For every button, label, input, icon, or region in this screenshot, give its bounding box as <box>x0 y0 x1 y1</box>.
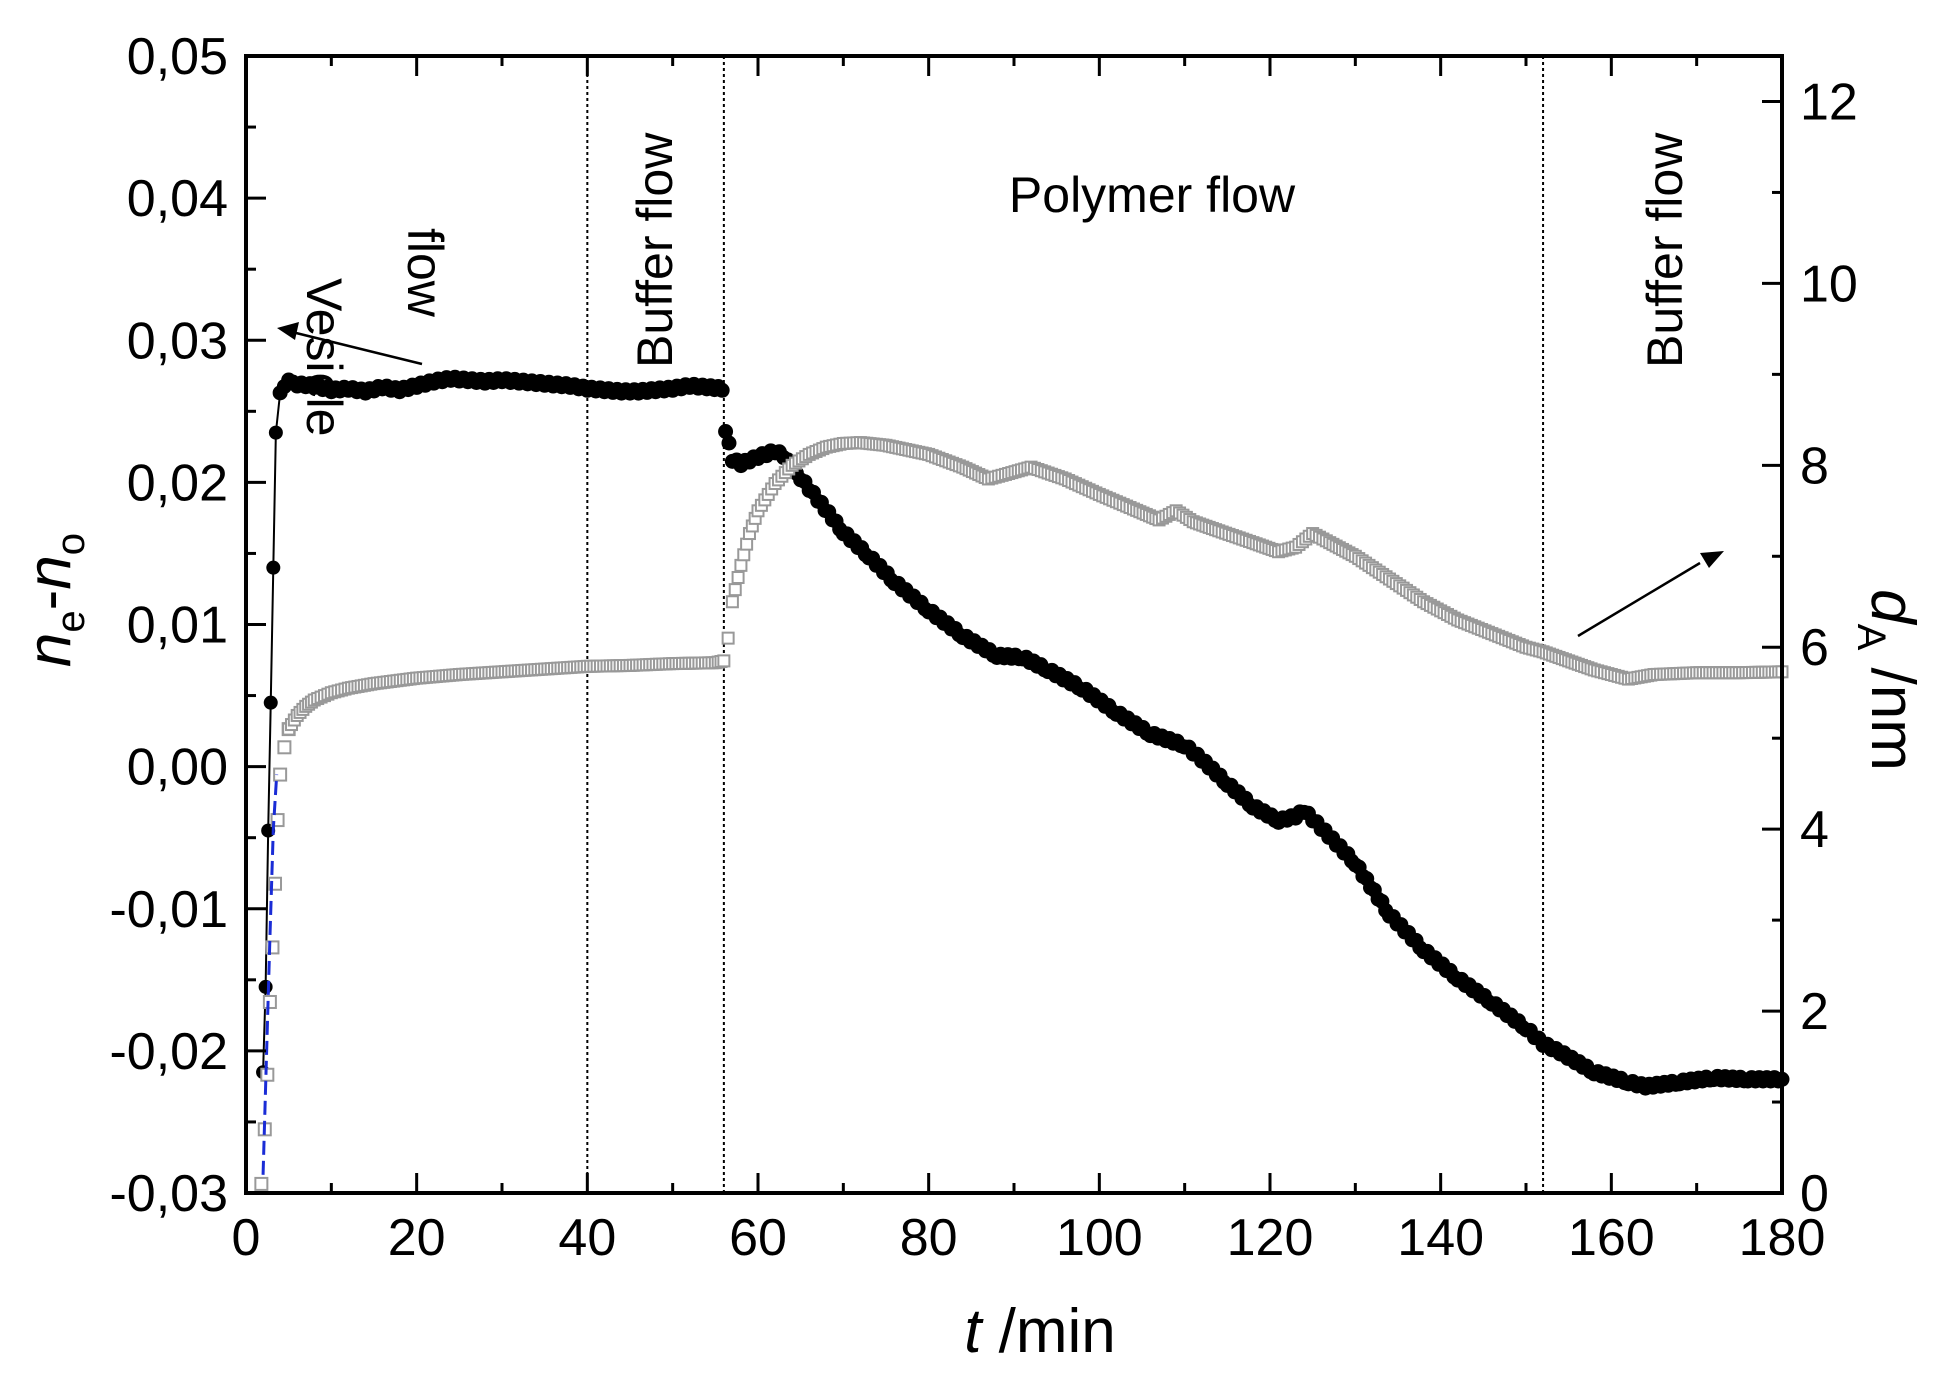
x-tick-label: 20 <box>388 1209 446 1267</box>
data-point <box>740 537 754 551</box>
series-dA <box>254 436 1789 1191</box>
data-point <box>725 595 739 609</box>
y-left-tick-label: 0,00 <box>127 739 228 797</box>
annotations: Vesicle flow Buffer flow Polymer flow Bu… <box>277 132 1724 638</box>
data-point <box>273 767 288 782</box>
x-tick-label: 100 <box>1056 1209 1143 1267</box>
right-axis-title-sub-a: A <box>1849 624 1893 651</box>
x-tick-label: 80 <box>900 1209 958 1267</box>
y-right-tick-label: 4 <box>1800 801 1829 859</box>
data-point <box>721 435 737 451</box>
data-point <box>263 695 278 710</box>
y-right-tick-label: 6 <box>1800 619 1829 677</box>
x-tick-label: 180 <box>1739 1209 1826 1267</box>
y-left-tick-label: 0,02 <box>127 454 228 512</box>
y-left-tick-label: -0,02 <box>109 1023 228 1081</box>
x-axis-title-variable: t <box>964 1297 984 1366</box>
tick-labels: 0 20 40 60 80 100 120 140 160 180-0,03-0,02-0,010… <box>109 28 1857 1267</box>
flow-phase-dividers <box>586 56 1545 1193</box>
fit-line <box>261 774 279 1175</box>
y-left-tick-label: 0,01 <box>127 597 228 655</box>
x-axis-title-unit: /min <box>981 1297 1115 1366</box>
data-point <box>277 740 292 755</box>
annotation-vesicle-line2: flow <box>397 228 453 318</box>
left-axis-title-n2: n <box>15 555 84 589</box>
axis-ticks <box>244 54 1784 1195</box>
arrow-to-right-axis <box>1577 561 1701 638</box>
data-point <box>266 560 281 575</box>
data-point <box>258 979 273 994</box>
left-axis-title-sub-e: e <box>49 610 93 632</box>
data-point <box>262 994 277 1009</box>
plot-frame <box>244 54 1784 1195</box>
y-right-tick-label: 2 <box>1800 983 1829 1041</box>
data-point <box>268 425 283 440</box>
x-tick-label: 120 <box>1227 1209 1314 1267</box>
arrow-to-right-axis-head <box>1700 551 1724 568</box>
arrow-to-left-axis-head <box>277 322 299 340</box>
x-axis-title: t /min <box>964 1297 1116 1366</box>
y-left-tick-label: -0,01 <box>109 881 228 939</box>
data-point <box>721 631 735 645</box>
x-tick-label: 40 <box>558 1209 616 1267</box>
left-axis-title: ne-no <box>15 533 93 667</box>
series-dA-fit <box>261 774 279 1175</box>
annotation-buffer-flow-2: Buffer flow <box>1637 132 1693 368</box>
right-axis-title-unit: /nm <box>1858 650 1927 771</box>
arrow-to-left-axis <box>291 330 423 366</box>
left-axis-title-n1: n <box>15 633 84 667</box>
y-right-tick-label: 12 <box>1800 73 1858 131</box>
annotation-buffer-flow-1: Buffer flow <box>627 132 683 368</box>
data-point <box>254 1176 269 1191</box>
annotation-polymer-flow: Polymer flow <box>1009 167 1296 223</box>
y-right-tick-label: 10 <box>1800 255 1858 313</box>
y-left-tick-label: 0,04 <box>127 170 228 228</box>
right-axis-title: dA /nm <box>1849 589 1927 771</box>
annotation-vesicle-line1: Vesicle <box>296 278 352 436</box>
y-left-tick-label: 0,05 <box>127 28 228 86</box>
x-tick-label: 160 <box>1568 1209 1655 1267</box>
data-point <box>737 548 751 562</box>
y-left-tick-label: 0,03 <box>127 312 228 370</box>
y-right-tick-label: 8 <box>1800 437 1829 495</box>
series-connector <box>262 392 282 1073</box>
x-tick-label: 0 <box>232 1209 261 1267</box>
right-axis-title-d: d <box>1858 589 1927 626</box>
y-left-tick-label: -0,03 <box>109 1165 228 1223</box>
series-ne-no <box>256 369 1790 1096</box>
y-right-tick-label: 0 <box>1800 1165 1829 1223</box>
data-series <box>254 369 1790 1191</box>
data-point <box>717 654 731 668</box>
left-axis-title-dash: - <box>15 590 84 611</box>
x-tick-label: 60 <box>729 1209 787 1267</box>
data-point <box>714 382 730 398</box>
x-tick-label: 140 <box>1397 1209 1484 1267</box>
data-point <box>728 583 742 597</box>
data-point <box>731 571 745 585</box>
data-point <box>734 558 748 572</box>
left-axis-title-sub-o: o <box>49 533 93 555</box>
data-point <box>718 423 734 439</box>
